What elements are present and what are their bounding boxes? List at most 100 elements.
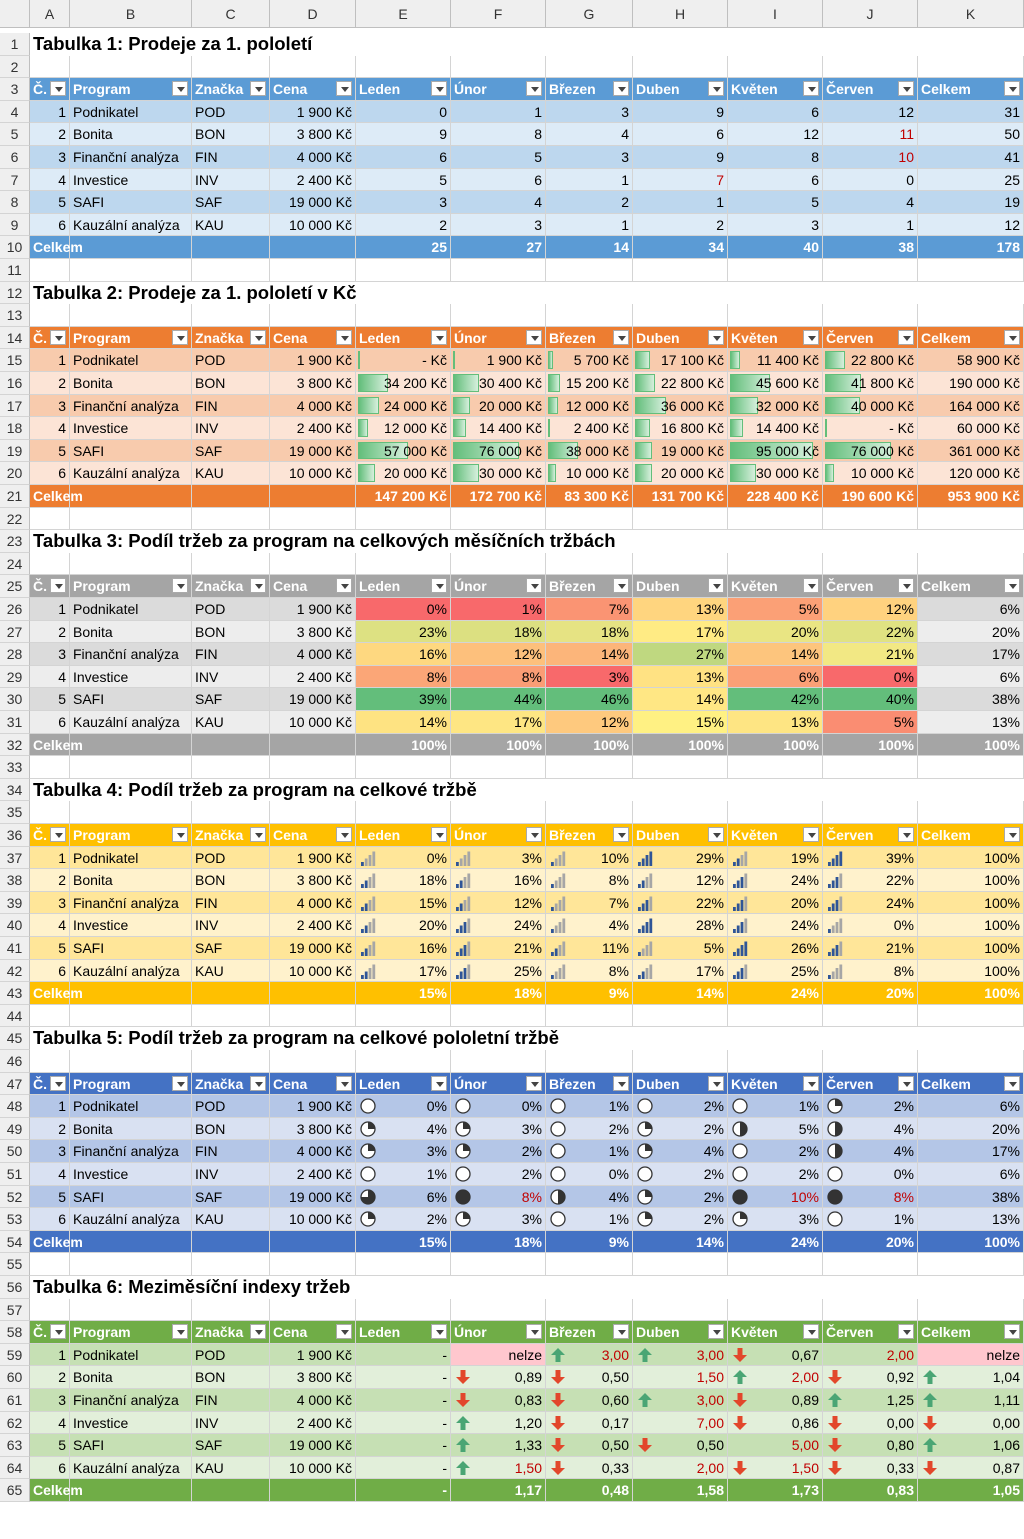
column-filter-header[interactable]: Březen [546, 1072, 633, 1096]
empty-cell[interactable] [728, 1253, 823, 1276]
filter-dropdown-icon[interactable] [250, 1324, 266, 1340]
total-value-cell[interactable]: 15% [356, 1230, 451, 1254]
empty-cell[interactable] [70, 552, 192, 576]
price-cell[interactable]: 19 000 Kč [270, 191, 356, 214]
value-cell[interactable]: 14 400 Kč [728, 417, 823, 440]
row-header[interactable]: 61 [0, 1389, 30, 1412]
row-header[interactable]: 22 [0, 507, 30, 531]
program-code-cell[interactable]: BON [192, 1366, 270, 1389]
row-number-cell[interactable]: 3 [30, 1140, 70, 1163]
empty-cell[interactable] [192, 1253, 270, 1276]
empty-cell[interactable] [270, 259, 356, 282]
column-filter-header[interactable]: Program [70, 824, 192, 847]
program-name-cell[interactable]: Finanční analýza [70, 146, 192, 169]
total-value-cell[interactable]: 25 [356, 236, 451, 259]
program-name-cell[interactable]: Finanční analýza [70, 643, 192, 666]
row-header[interactable]: 15 [0, 349, 30, 372]
value-cell[interactable]: 2% [728, 1163, 823, 1186]
row-header[interactable]: 38 [0, 869, 30, 892]
value-cell[interactable]: 17% [918, 1140, 1024, 1163]
empty-cell[interactable] [728, 552, 823, 576]
empty-cell[interactable] [633, 259, 728, 282]
row-header[interactable]: 43 [0, 982, 30, 1005]
value-cell[interactable]: 0,83 [451, 1389, 546, 1412]
value-cell[interactable]: 0% [823, 914, 918, 937]
value-cell[interactable]: 0% [823, 1163, 918, 1186]
program-code-cell[interactable]: BON [192, 372, 270, 395]
value-cell[interactable]: 20 000 Kč [356, 462, 451, 485]
filter-dropdown-icon[interactable] [431, 1075, 447, 1091]
total-empty-cell[interactable] [270, 485, 356, 508]
empty-cell[interactable] [356, 1253, 451, 1276]
total-value-cell[interactable]: 100% [918, 1230, 1024, 1254]
price-cell[interactable]: 2 400 Kč [270, 665, 356, 689]
value-cell[interactable]: 0,50 [546, 1434, 633, 1457]
column-header-K[interactable]: K [918, 0, 1024, 28]
empty-cell[interactable] [918, 507, 1024, 531]
value-cell[interactable]: 26% [728, 937, 823, 960]
empty-cell[interactable] [918, 552, 1024, 576]
column-filter-header[interactable]: Cena [270, 1321, 356, 1344]
column-filter-header[interactable]: Květen [728, 1072, 823, 1096]
empty-cell[interactable] [30, 552, 70, 576]
filter-dropdown-icon[interactable] [613, 578, 629, 594]
column-filter-header[interactable]: Celkem [918, 575, 1024, 598]
price-cell[interactable]: 4 000 Kč [270, 1140, 356, 1163]
empty-cell[interactable] [270, 1050, 356, 1073]
value-cell[interactable]: 13% [728, 711, 823, 734]
value-cell[interactable]: 3% [451, 1117, 546, 1141]
column-filter-header[interactable]: Značka [192, 1321, 270, 1344]
total-value-cell[interactable]: 24% [728, 1230, 823, 1254]
row-number-cell[interactable]: 6 [30, 1208, 70, 1231]
row-header[interactable]: 50 [0, 1140, 30, 1163]
value-cell[interactable]: 2% [356, 1208, 451, 1231]
value-cell[interactable]: 100% [918, 937, 1024, 960]
value-cell[interactable]: 95 000 Kč [728, 439, 823, 463]
total-value-cell[interactable]: 83 300 Kč [546, 485, 633, 508]
value-cell[interactable]: 41 [918, 146, 1024, 169]
program-name-cell[interactable]: SAFI [70, 937, 192, 960]
price-cell[interactable]: 19 000 Kč [270, 439, 356, 463]
empty-cell[interactable] [70, 756, 192, 779]
row-header[interactable]: 58 [0, 1321, 30, 1344]
value-cell[interactable]: - [356, 1456, 451, 1480]
program-code-cell[interactable]: KAU [192, 462, 270, 485]
empty-cell[interactable] [192, 259, 270, 282]
value-cell[interactable]: 1 900 Kč [451, 349, 546, 372]
empty-cell[interactable] [633, 304, 728, 327]
empty-cell[interactable] [918, 801, 1024, 824]
row-header[interactable]: 26 [0, 598, 30, 621]
value-cell[interactable]: 5 [356, 168, 451, 192]
row-header[interactable]: 52 [0, 1185, 30, 1209]
value-cell[interactable]: 15% [633, 711, 728, 734]
column-filter-header[interactable]: Leden [356, 575, 451, 598]
value-cell[interactable]: 57 000 Kč [356, 439, 451, 463]
value-cell[interactable]: 4% [633, 1140, 728, 1163]
filter-dropdown-icon[interactable] [336, 1324, 352, 1340]
value-cell[interactable]: 25 [918, 168, 1024, 192]
program-name-cell[interactable]: Investice [70, 417, 192, 440]
total-value-cell[interactable]: 1,05 [918, 1479, 1024, 1502]
value-cell[interactable]: 5 [451, 146, 546, 169]
value-cell[interactable]: 164 000 Kč [918, 394, 1024, 418]
column-filter-header[interactable]: Č. [30, 78, 70, 101]
value-cell[interactable]: 20% [918, 1117, 1024, 1141]
value-cell[interactable]: 12% [633, 869, 728, 892]
program-code-cell[interactable]: BON [192, 1117, 270, 1141]
column-header-D[interactable]: D [270, 0, 356, 28]
empty-cell[interactable] [30, 507, 70, 531]
value-cell[interactable]: 6% [918, 665, 1024, 689]
empty-cell[interactable] [451, 55, 546, 79]
value-cell[interactable]: 2 [633, 213, 728, 237]
empty-cell[interactable] [823, 552, 918, 576]
row-header[interactable]: 42 [0, 959, 30, 983]
filter-dropdown-icon[interactable] [50, 578, 66, 594]
row-header[interactable]: 20 [0, 462, 30, 485]
program-name-cell[interactable]: SAFI [70, 191, 192, 214]
value-cell[interactable]: 0,33 [546, 1456, 633, 1480]
row-header[interactable]: 17 [0, 394, 30, 418]
filter-dropdown-icon[interactable] [803, 827, 819, 842]
filter-dropdown-icon[interactable] [1004, 578, 1020, 594]
value-cell[interactable]: 38% [918, 688, 1024, 711]
